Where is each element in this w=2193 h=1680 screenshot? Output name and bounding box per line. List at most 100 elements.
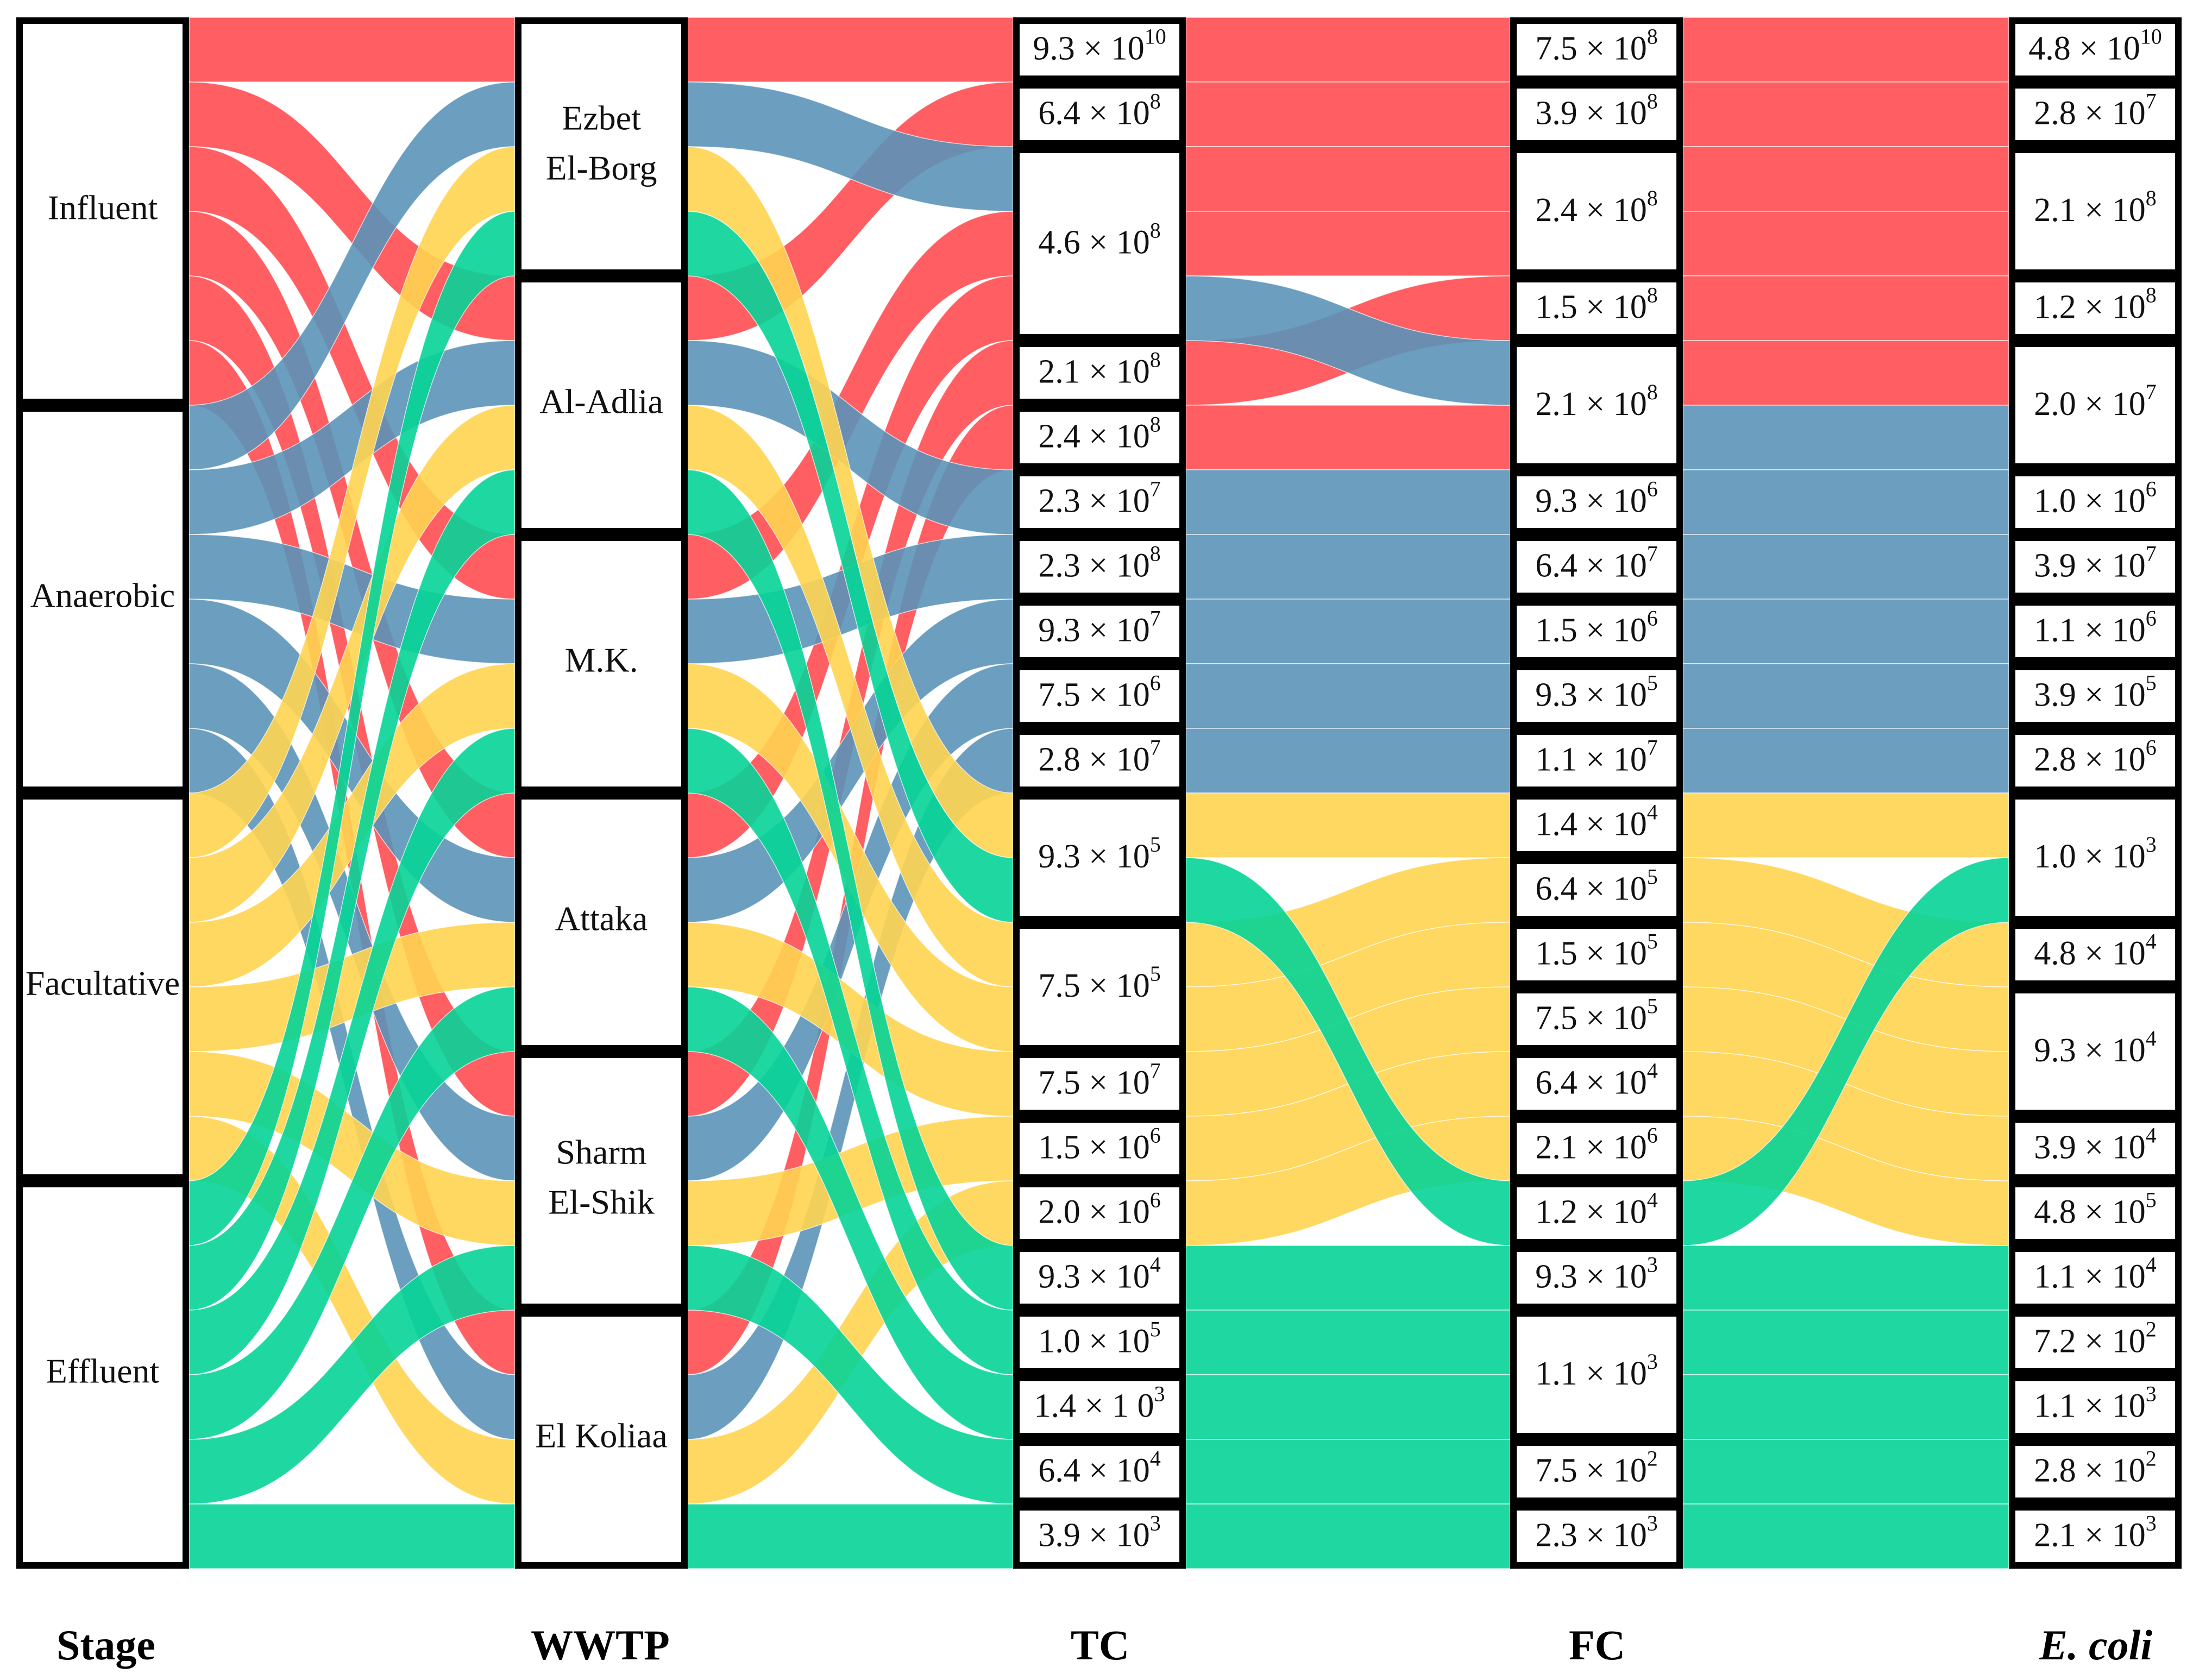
- fc-label: 9.3 × 106: [1535, 477, 1657, 520]
- flow-band: [1682, 534, 2009, 600]
- flow-band: [1185, 81, 1511, 147]
- fc-node: [1510, 147, 1683, 276]
- fc-node: [1510, 17, 1683, 82]
- wwtp-node: [515, 1310, 688, 1569]
- flow-band: [1682, 340, 2009, 406]
- ecoli-node: [2009, 1439, 2182, 1504]
- ecoli-label: 1.0 × 106: [2034, 477, 2156, 520]
- fc-node: [1510, 1310, 1683, 1439]
- tc-label: 9.3 × 105: [1038, 832, 1160, 875]
- fc-node: [1510, 728, 1683, 793]
- ecoli-label: 4.8 × 1010: [2028, 24, 2161, 67]
- tc-node: [1013, 1181, 1186, 1245]
- ecoli-label: 2.1 × 103: [2034, 1511, 2156, 1554]
- fc-node: [1510, 922, 1683, 987]
- tc-node: [1013, 534, 1186, 599]
- ecoli-label: 1.0 × 103: [2034, 832, 2156, 875]
- tc-node: [1013, 1116, 1186, 1181]
- header-fc: FC: [1569, 1621, 1625, 1669]
- wwtp-label: Sharm: [556, 1133, 646, 1172]
- tc-label: 2.0 × 106: [1038, 1188, 1160, 1231]
- flow-band: [1185, 17, 1511, 83]
- tc-node: [1013, 405, 1186, 470]
- header-wwtp: WWTP: [531, 1621, 670, 1669]
- ecoli-node: [2009, 922, 2182, 987]
- tc-label: 1.4 × 1 03: [1034, 1382, 1165, 1425]
- flow-band: [1185, 663, 1511, 729]
- header-ecoli: E. coli: [2039, 1621, 2152, 1669]
- ecoli-node: [2009, 664, 2182, 728]
- flow-band: [1185, 211, 1511, 276]
- fc-label: 2.1 × 106: [1535, 1123, 1657, 1166]
- ecoli-label: 4.8 × 105: [2034, 1188, 2156, 1231]
- ecoli-node: [2009, 17, 2182, 82]
- tc-node: [1013, 922, 1186, 1052]
- tc-node: [1013, 599, 1186, 664]
- fc-label: 9.3 × 105: [1535, 671, 1657, 714]
- tc-label: 9.3 × 107: [1038, 606, 1160, 649]
- fc-node: [1510, 664, 1683, 728]
- flow-band: [1185, 469, 1511, 535]
- flow-band: [1185, 534, 1511, 600]
- fc-node: [1510, 276, 1683, 341]
- node-layer: Influent Anaerobic Facultative Effluent Ezbe…: [16, 17, 2182, 1569]
- ecoli-node: [2009, 987, 2182, 1116]
- ecoli-node: [2009, 1116, 2182, 1181]
- fc-label: 6.4 × 104: [1535, 1059, 1657, 1102]
- flow-band: [1185, 1503, 1511, 1569]
- tc-node: [1013, 1310, 1186, 1375]
- wwtp-label: El-Shik: [548, 1183, 655, 1222]
- fc-label: 1.2 × 104: [1535, 1188, 1657, 1231]
- fc-label: 2.3 × 103: [1535, 1511, 1657, 1554]
- flow-band: [1185, 146, 1511, 212]
- ecoli-node: [2009, 534, 2182, 599]
- flow-band: [1185, 1245, 1511, 1311]
- ecoli-label: 1.1 × 106: [2034, 606, 2156, 649]
- stage-node: [16, 1181, 189, 1569]
- wwtp-label: El-Borg: [545, 149, 657, 187]
- flow-band: [1185, 1310, 1511, 1375]
- tc-node: [1013, 82, 1186, 147]
- ecoli-node: [2009, 728, 2182, 793]
- flow-band: [1682, 728, 2009, 794]
- tc-label: 3.9 × 103: [1038, 1511, 1160, 1554]
- flow-band: [188, 17, 516, 83]
- tc-label: 7.5 × 105: [1038, 961, 1160, 1004]
- fc-node: [1510, 987, 1683, 1052]
- ecoli-node: [2009, 1504, 2182, 1569]
- tc-node: [1013, 728, 1186, 793]
- stage-node: [16, 793, 189, 1181]
- ecoli-label: 4.8 × 104: [2034, 929, 2156, 972]
- tc-label: 2.1 × 108: [1038, 348, 1160, 391]
- stage-label: Anaerobic: [30, 576, 175, 615]
- fc-label: 2.4 × 108: [1535, 186, 1657, 229]
- fc-label: 6.4 × 105: [1535, 865, 1657, 908]
- fc-label: 1.5 × 105: [1535, 929, 1657, 972]
- wwtp-node: [515, 276, 688, 534]
- fc-label: 1.4 × 104: [1535, 800, 1657, 843]
- ecoli-label: 1.2 × 108: [2034, 283, 2156, 326]
- ecoli-label: 2.8 × 106: [2034, 735, 2156, 778]
- header-stage: Stage: [56, 1621, 155, 1669]
- tc-node: [1013, 664, 1186, 728]
- flow-band: [1682, 17, 2009, 83]
- tc-label: 7.5 × 107: [1038, 1059, 1160, 1102]
- fc-node: [1510, 793, 1683, 858]
- tc-label: 9.3 × 1010: [1033, 24, 1166, 67]
- tc-node: [1013, 1439, 1186, 1504]
- fc-label: 1.1 × 107: [1535, 735, 1657, 778]
- flow-band: [1682, 1245, 2009, 1311]
- stage-label: Facultative: [26, 964, 180, 1003]
- flow-band: [1185, 792, 1511, 858]
- flow-band: [188, 1503, 516, 1569]
- tc-node: [1013, 17, 1186, 82]
- flow-band: [1185, 728, 1511, 794]
- ecoli-label: 7.2 × 102: [2034, 1317, 2156, 1360]
- ecoli-label: 3.9 × 104: [2034, 1123, 2156, 1166]
- fc-label: 2.1 × 108: [1535, 380, 1657, 423]
- flow-band: [1682, 1439, 2009, 1505]
- fc-node: [1510, 534, 1683, 599]
- flow-band: [1682, 81, 2009, 147]
- flow-band: [1682, 275, 2009, 341]
- fc-node: [1510, 470, 1683, 534]
